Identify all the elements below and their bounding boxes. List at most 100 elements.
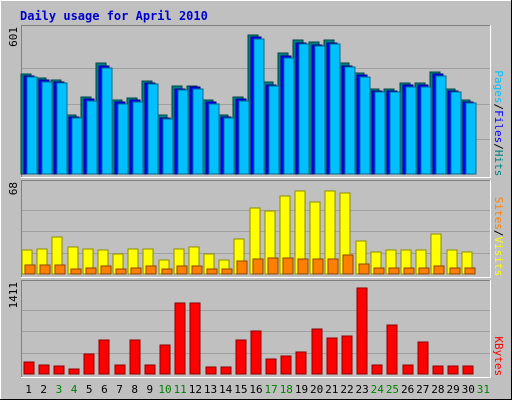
bar-pages-day-28 [435,75,447,175]
legend-entry: Hits [492,150,505,177]
x-tick-label-day-3: 3 [56,383,63,396]
bar-kbytes-day-20 [311,328,323,375]
panel-kbytes: 1411 KBytes [7,280,505,378]
bar-sites-day-14 [221,268,233,275]
x-tick-label-day-29: 29 [446,383,459,396]
x-tick-label-day-18: 18 [280,383,293,396]
bar-pages-day-14 [223,117,235,175]
bar-pages-day-3 [56,82,68,175]
bar-sites-day-1 [24,264,36,275]
bar-kbytes-day-19 [295,351,307,375]
series-sites [24,254,476,275]
legend-entry: Pages [492,70,505,103]
bar-kbytes-day-10 [159,344,171,375]
bar-pages-day-5 [86,100,98,175]
bar-sites-day-30 [464,267,476,275]
x-tick-label-day-4: 4 [71,383,78,396]
bar-pages-day-25 [389,91,401,175]
bar-kbytes-day-5 [83,353,95,375]
bar-pages-day-10 [162,118,174,175]
legend-entry: Files [492,110,505,143]
bar-kbytes-day-16 [250,330,262,375]
x-tick-label-day-27: 27 [416,383,429,396]
bar-kbytes-day-25 [386,324,398,375]
series-pages [26,38,477,175]
x-tick-label-day-26: 26 [401,383,414,396]
bar-kbytes-day-7 [114,364,126,375]
bar-kbytes-day-8 [129,339,141,375]
bar-kbytes-day-27 [417,341,429,375]
bar-kbytes-day-3 [53,365,65,375]
x-tick-label-day-1: 1 [25,383,32,396]
x-tick-label-day-23: 23 [356,383,369,396]
bar-pages-day-24 [374,91,386,175]
legend-entry: Sites [492,197,505,230]
chart-title: Daily usage for April 2010 [20,9,208,23]
bar-pages-day-13 [208,103,220,175]
legend-entry: Visits [492,237,505,277]
x-tick-label-day-2: 2 [40,383,47,396]
bar-sites-day-4 [70,268,82,275]
bar-sites-day-3 [54,264,66,275]
x-tick-label-day-30: 30 [462,383,475,396]
bar-kbytes-day-23 [356,287,368,375]
series-kbytes [23,287,474,375]
bar-kbytes-day-13 [205,366,217,375]
x-tick-label-day-19: 19 [295,383,308,396]
bar-pages-day-11 [177,89,189,175]
bar-kbytes-day-17 [265,358,277,375]
bar-sites-day-23 [358,263,370,275]
bar-sites-day-20 [312,258,324,275]
bar-pages-day-8 [132,101,144,175]
bar-kbytes-day-9 [144,364,156,375]
y-axis-max-label: 601 [7,27,20,47]
y-axis-max-label: 1411 [7,282,20,309]
bar-kbytes-day-1 [23,361,35,375]
bar-sites-day-26 [403,267,415,275]
x-axis-day-labels: 1 2 3 4 5 6 7 8 9 10 11 12 13 14 15 16 17 18 19 20 21 22 23 24 2… [25,383,490,396]
bar-pages-day-29 [450,91,462,175]
bar-pages-day-15 [238,100,250,175]
bar-sites-day-25 [388,267,400,275]
panel-visits_sites: 68 Sites/Visits [7,180,505,278]
bar-sites-day-27 [418,267,430,275]
bar-pages-day-26 [405,86,417,175]
bar-sites-day-5 [85,267,97,275]
x-tick-label-day-13: 13 [204,383,217,396]
bar-pages-day-17 [268,85,280,175]
bar-sites-day-22 [342,254,354,275]
bar-sites-day-17 [267,257,279,275]
bar-pages-day-18 [283,57,295,175]
bar-kbytes-day-29 [447,365,459,375]
bar-pages-day-2 [41,81,53,175]
legend-entry: KBytes [492,336,505,376]
x-tick-label-day-20: 20 [310,383,323,396]
bar-kbytes-day-26 [402,364,414,375]
x-tick-label-day-10: 10 [158,383,171,396]
legend-entry: / [492,143,505,150]
bar-sites-day-12 [191,265,203,275]
bar-pages-day-20 [314,45,326,175]
y-axis-max-label: 68 [7,182,20,195]
bar-kbytes-day-30 [462,365,474,375]
bar-sites-day-2 [39,264,51,275]
bar-pages-day-23 [359,76,371,175]
bar-sites-day-29 [449,267,461,275]
x-tick-label-day-6: 6 [101,383,108,396]
bar-kbytes-day-28 [432,365,444,375]
bar-kbytes-day-15 [235,339,247,375]
bar-pages-day-1 [26,76,38,175]
bar-kbytes-day-11 [174,302,186,375]
x-tick-label-day-21: 21 [325,383,338,396]
bar-sites-day-8 [130,267,142,275]
bar-kbytes-day-21 [326,337,338,375]
x-tick-label-day-7: 7 [116,383,123,396]
bar-kbytes-day-4 [68,368,80,375]
bar-sites-day-18 [282,257,294,275]
bar-pages-day-16 [253,38,265,175]
panel-legend: Sites/Visits [492,197,505,276]
legend-entry: / [492,230,505,237]
bar-sites-day-11 [176,265,188,275]
